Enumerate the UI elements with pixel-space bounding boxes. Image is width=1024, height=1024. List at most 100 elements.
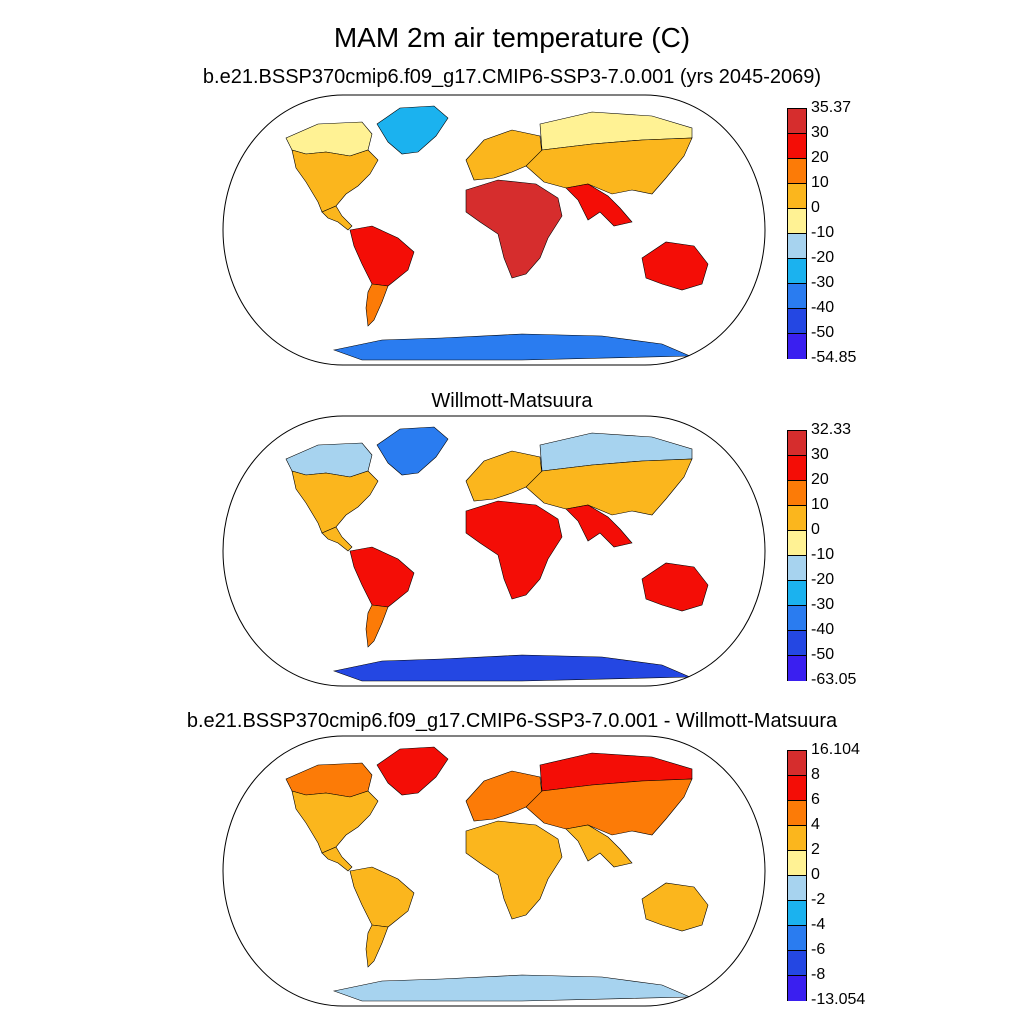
landmass-group [285,426,709,682]
colorbar-label: 2 [811,841,820,858]
africa-region [465,500,563,600]
colorbar-swatch [787,430,807,456]
colorbar-label: -54.85 [811,349,857,366]
australia-region [641,562,709,612]
colorbar-label: 35.37 [811,99,852,116]
south-america-region [349,546,415,608]
colorbar-label: -40 [811,299,835,316]
colorbar-label: 6 [811,791,820,808]
australia-region [641,882,709,932]
colorbar-label: 30 [811,124,829,141]
colorbar-label: 10 [811,174,829,191]
central-america-region [321,526,353,552]
colorbar-label: -63.05 [811,671,857,688]
north-america-north-region [285,121,373,157]
colorbar-label: -20 [811,571,835,588]
landmass-group [285,105,709,361]
south-america-region [349,866,415,928]
landmass-group [285,746,709,1002]
europe-region [465,450,543,502]
panel-3-title: b.e21.BSSP370cmip6.f09_g17.CMIP6-SSP3-7.… [186,710,838,732]
colorbar-swatch [787,158,807,184]
colorbar-swatch [787,975,807,1001]
colorbar-swatch [787,950,807,976]
map-border [222,735,766,1007]
colorbar-label: -2 [811,891,826,908]
north-america-region [291,149,379,213]
colorbar-swatch [787,800,807,826]
colorbar-swatch [787,283,807,309]
colorbar-swatch [787,605,807,631]
europe-region [465,770,543,822]
africa-region [465,820,563,920]
north-america-region [291,790,379,854]
colorbar-label: 8 [811,766,820,783]
map-panel-2 [222,415,766,687]
central-america-region [321,205,353,231]
colorbar-swatch [787,825,807,851]
main-title: MAM 2m air temperature (C) [333,22,691,53]
colorbar-swatch [787,530,807,556]
colorbar-swatch [787,850,807,876]
colorbar-label: -4 [811,916,826,933]
colorbar-label: -10 [811,546,835,563]
colorbar-swatch [787,333,807,359]
colorbar-swatch [787,875,807,901]
north-america-north-region [285,442,373,478]
map-panel-3 [222,735,766,1007]
colorbar-swatch [787,183,807,209]
colorbar-label: 30 [811,446,829,463]
greenland-region [376,105,449,155]
greenland-region [376,746,449,796]
colorbar-label: 20 [811,471,829,488]
antarctica-region [332,974,691,1002]
greenland-region [376,426,449,476]
colorbar-swatch [787,233,807,259]
map-panel-1 [222,94,766,366]
colorbar-swatch [787,480,807,506]
colorbar-label: 0 [811,521,820,538]
colorbar-swatch [787,630,807,656]
south-asia-region [565,183,633,227]
map-border [222,94,766,366]
colorbar-label: 4 [811,816,820,833]
colorbar-label: 32.33 [811,421,852,438]
colorbar-label: -50 [811,324,835,341]
colorbar-swatch [787,455,807,481]
panel-2-title: Willmott-Matsuura [431,390,593,412]
colorbar-swatch [787,750,807,776]
colorbar-swatch [787,925,807,951]
colorbar-label: 0 [811,199,820,216]
north-america-north-region [285,762,373,798]
colorbar-swatch [787,258,807,284]
asia-region [525,137,693,195]
colorbar-swatch [787,555,807,581]
colorbar-label: -40 [811,621,835,638]
colorbar-swatch [787,775,807,801]
colorbar-label: -30 [811,596,835,613]
colorbar-swatch [787,505,807,531]
south-america-south-region [365,924,389,968]
africa-region [465,179,563,279]
panel-1-title: b.e21.BSSP370cmip6.f09_g17.CMIP6-SSP3-7.… [202,66,822,88]
south-america-south-region [365,283,389,327]
colorbar-label: -10 [811,224,835,241]
colorbar-label: 0 [811,866,820,883]
north-america-region [291,470,379,534]
colorbar-label: -20 [811,249,835,266]
colorbar-label: 10 [811,496,829,513]
asia-region [525,778,693,836]
colorbar-swatch [787,108,807,134]
south-asia-region [565,824,633,868]
central-america-region [321,846,353,872]
colorbar-label: -13.054 [811,991,866,1008]
south-asia-region [565,504,633,548]
south-america-region [349,225,415,287]
antarctica-region [332,654,691,682]
antarctica-region [332,333,691,361]
colorbar-swatch [787,308,807,334]
colorbar-label: -50 [811,646,835,663]
map-border [222,415,766,687]
south-america-south-region [365,604,389,648]
colorbar-swatch [787,133,807,159]
